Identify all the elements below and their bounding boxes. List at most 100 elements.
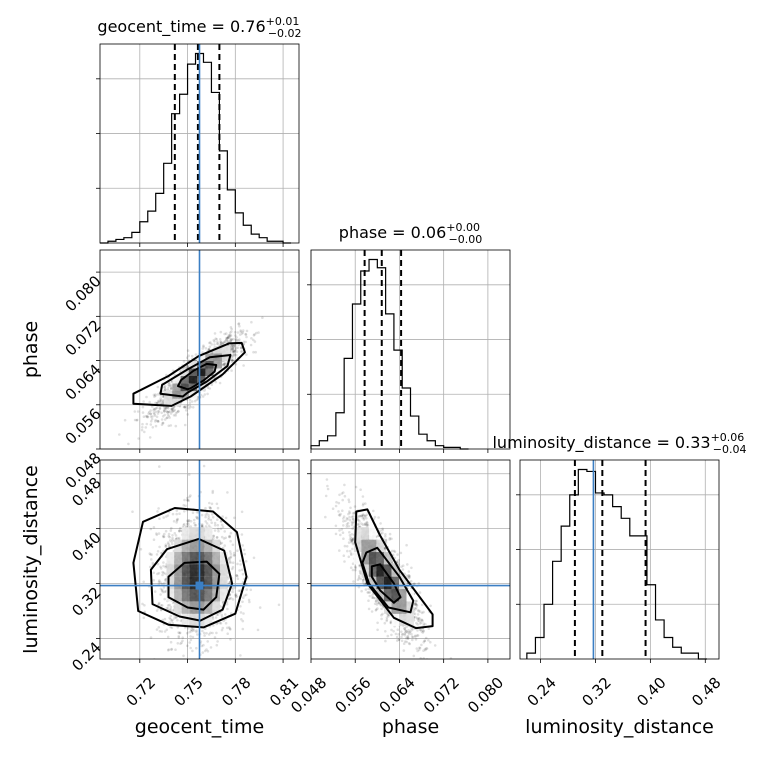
sample-point (149, 412, 153, 416)
density-cell (189, 539, 198, 552)
sample-point (418, 617, 421, 620)
sample-point (186, 356, 189, 360)
sample-point (231, 598, 235, 601)
sample-point (347, 512, 350, 516)
sample-point (352, 511, 356, 515)
sample-point (215, 643, 219, 647)
sample-point (162, 586, 166, 589)
sample-point (354, 568, 357, 572)
sample-point (245, 669, 248, 672)
sample-point (220, 628, 224, 632)
sample-point (169, 640, 173, 644)
sample-point (177, 631, 180, 634)
sample-point (240, 350, 243, 354)
sample-point (415, 603, 418, 607)
sample-point (158, 629, 162, 633)
sample-point (171, 621, 174, 625)
sample-point (415, 606, 418, 610)
sample-point (163, 532, 166, 536)
sample-point (167, 414, 170, 418)
title-value: geocent_time = 0.76 (97, 17, 265, 37)
sample-point (173, 373, 176, 377)
sample-point (200, 523, 204, 526)
sample-point (123, 418, 127, 422)
sample-point (204, 515, 207, 519)
sample-point (194, 523, 198, 527)
sample-point (418, 619, 421, 623)
sample-point (158, 400, 161, 404)
sample-point (340, 528, 344, 531)
sample-point (182, 405, 186, 409)
sample-point (187, 499, 190, 502)
sample-point (350, 539, 354, 542)
sample-point (334, 532, 338, 536)
sample-point (148, 400, 151, 404)
sample-point (150, 405, 154, 408)
panel-frame (310, 249, 511, 450)
sample-point (250, 337, 253, 340)
sample-point (200, 524, 204, 527)
sample-point (164, 545, 167, 548)
sample-point (228, 535, 231, 538)
sample-point (349, 536, 352, 539)
sample-point (170, 386, 173, 389)
sample-point (242, 364, 245, 367)
sample-point (240, 618, 243, 621)
sample-point (357, 522, 360, 526)
sample-point (233, 554, 236, 557)
density-cell (181, 576, 190, 590)
sample-point (233, 330, 237, 334)
sample-point (213, 343, 216, 346)
sample-point (242, 340, 246, 344)
sample-point (174, 616, 178, 619)
sample-point (220, 523, 224, 527)
sample-point (376, 607, 379, 610)
sample-point (170, 407, 174, 411)
density-cell (197, 564, 205, 577)
histogram-line (526, 468, 707, 660)
sample-point (220, 541, 224, 545)
sample-point (159, 593, 162, 596)
sample-point (419, 657, 422, 659)
sample-point (233, 350, 236, 353)
sample-point (153, 414, 157, 417)
sample-point (196, 517, 199, 520)
sample-point (184, 525, 188, 528)
sample-point (186, 499, 189, 502)
sample-point (187, 525, 190, 528)
sample-point (200, 644, 204, 648)
sample-point (406, 631, 410, 634)
sample-point (231, 350, 235, 353)
sample-point (368, 594, 372, 598)
sample-point (381, 612, 384, 616)
sample-point (226, 607, 229, 611)
sample-point (232, 350, 236, 354)
sample-point (214, 616, 218, 619)
sample-point (387, 613, 391, 617)
sample-point (231, 358, 235, 362)
sample-point (354, 485, 358, 489)
sample-point (210, 502, 214, 506)
sample-point (154, 410, 158, 414)
sample-point (219, 520, 223, 523)
sample-point (402, 649, 406, 652)
sample-point (219, 340, 222, 344)
sample-point (162, 535, 166, 539)
sample-point (379, 522, 382, 525)
sample-point (154, 394, 157, 398)
sample-point (348, 518, 352, 522)
sample-point (341, 531, 345, 534)
sample-point (364, 502, 367, 505)
sample-point (359, 488, 362, 492)
sample-point (404, 629, 408, 633)
sample-point (167, 407, 170, 410)
panel-frame (99, 459, 300, 660)
sample-point (383, 546, 387, 550)
sample-point (349, 552, 353, 555)
sample-point (414, 615, 417, 619)
sample-point (213, 636, 217, 639)
sample-point (231, 346, 235, 350)
sample-point (200, 524, 204, 528)
sample-point (248, 600, 251, 604)
sample-point (229, 596, 233, 600)
